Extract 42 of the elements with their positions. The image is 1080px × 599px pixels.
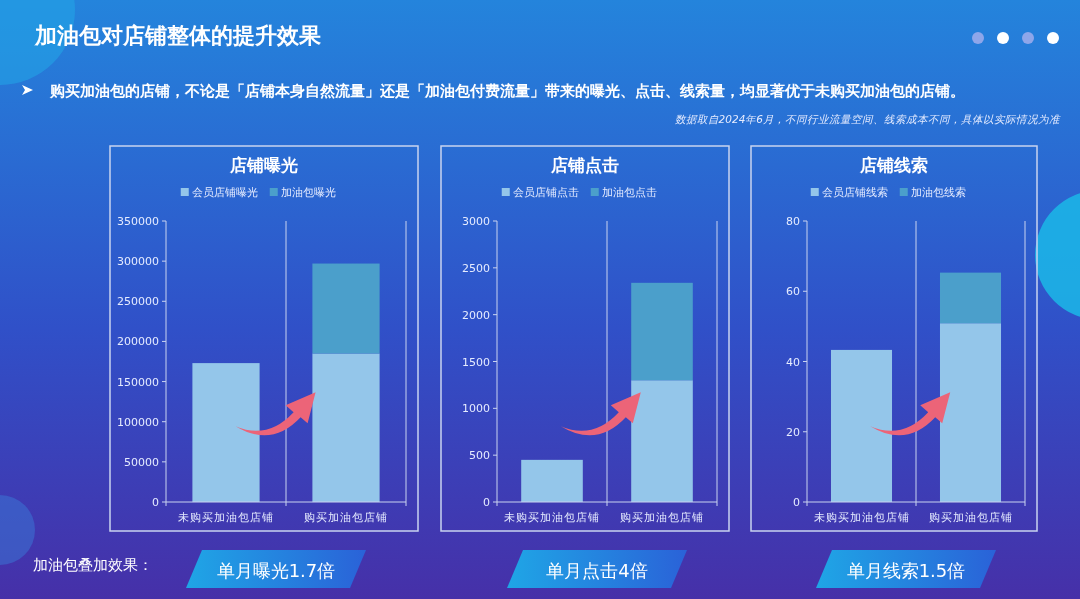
legend-label: 会员店铺曝光 bbox=[191, 186, 258, 199]
chart-title: 店铺曝光 bbox=[229, 155, 298, 175]
text: 数据取自2024年6月，不同行业流量空间、线索成本不同，具体以实际情况为准 bbox=[674, 113, 1061, 125]
y-tick-label: 0 bbox=[793, 496, 800, 509]
y-tick-label: 150000 bbox=[117, 375, 159, 389]
y-tick-label: 20 bbox=[786, 425, 800, 439]
y-tick-label: 100000 bbox=[117, 415, 159, 429]
legend-label: 会员店铺点击 bbox=[512, 186, 579, 199]
y-tick-label: 1500 bbox=[462, 355, 490, 369]
y-tick-label: 500 bbox=[469, 449, 490, 463]
y-tick-label: 60 bbox=[786, 285, 800, 299]
x-tick-label: 购买加油包店铺 bbox=[928, 511, 1013, 524]
x-tick-label: 购买加油包店铺 bbox=[304, 511, 388, 524]
legend-label: 加油包曝光 bbox=[280, 186, 336, 199]
y-tick-label: 250000 bbox=[117, 295, 159, 309]
legend-label: 会员店铺线索 bbox=[821, 186, 888, 199]
legend-label: 加油包点击 bbox=[601, 186, 657, 199]
chart-title: 店铺线索 bbox=[859, 155, 928, 175]
x-tick-label: 未购买加油包店铺 bbox=[178, 511, 274, 524]
y-tick-label: 0 bbox=[152, 496, 159, 509]
y-tick-label: 80 bbox=[786, 215, 800, 228]
text: 加油包对店铺整体的提升效果 bbox=[34, 23, 322, 48]
text: 购买加油包的店铺，不论是「店铺本身自然流量」还是「加油包付费流量」带来的曝光、点击、线索量，均显著优于未购买加油包的店铺。 bbox=[49, 82, 965, 100]
text: 单月点击4倍 bbox=[546, 560, 648, 581]
y-tick-label: 300000 bbox=[117, 255, 159, 269]
y-tick-label: 40 bbox=[786, 355, 800, 369]
text: 加油包叠加效果： bbox=[33, 556, 153, 574]
text: 单月线索1.5倍 bbox=[846, 560, 966, 581]
y-tick-label: 1000 bbox=[462, 402, 490, 416]
x-tick-label: 未购买加油包店铺 bbox=[504, 511, 600, 524]
chart-title: 店铺点击 bbox=[550, 155, 619, 175]
y-tick-label: 2000 bbox=[462, 308, 490, 322]
legend-label: 加油包线索 bbox=[910, 186, 966, 199]
y-tick-label: 350000 bbox=[117, 215, 159, 228]
y-tick-label: 0 bbox=[483, 496, 490, 509]
y-tick-label: 2500 bbox=[462, 261, 490, 275]
y-tick-label: 3000 bbox=[462, 215, 490, 228]
y-tick-label: 200000 bbox=[117, 335, 159, 349]
x-tick-label: 未购买加油包店铺 bbox=[813, 511, 910, 524]
text: 单月曝光1.7倍 bbox=[216, 560, 336, 581]
y-tick-label: 50000 bbox=[124, 455, 159, 469]
x-tick-label: 购买加油包店铺 bbox=[620, 511, 704, 524]
